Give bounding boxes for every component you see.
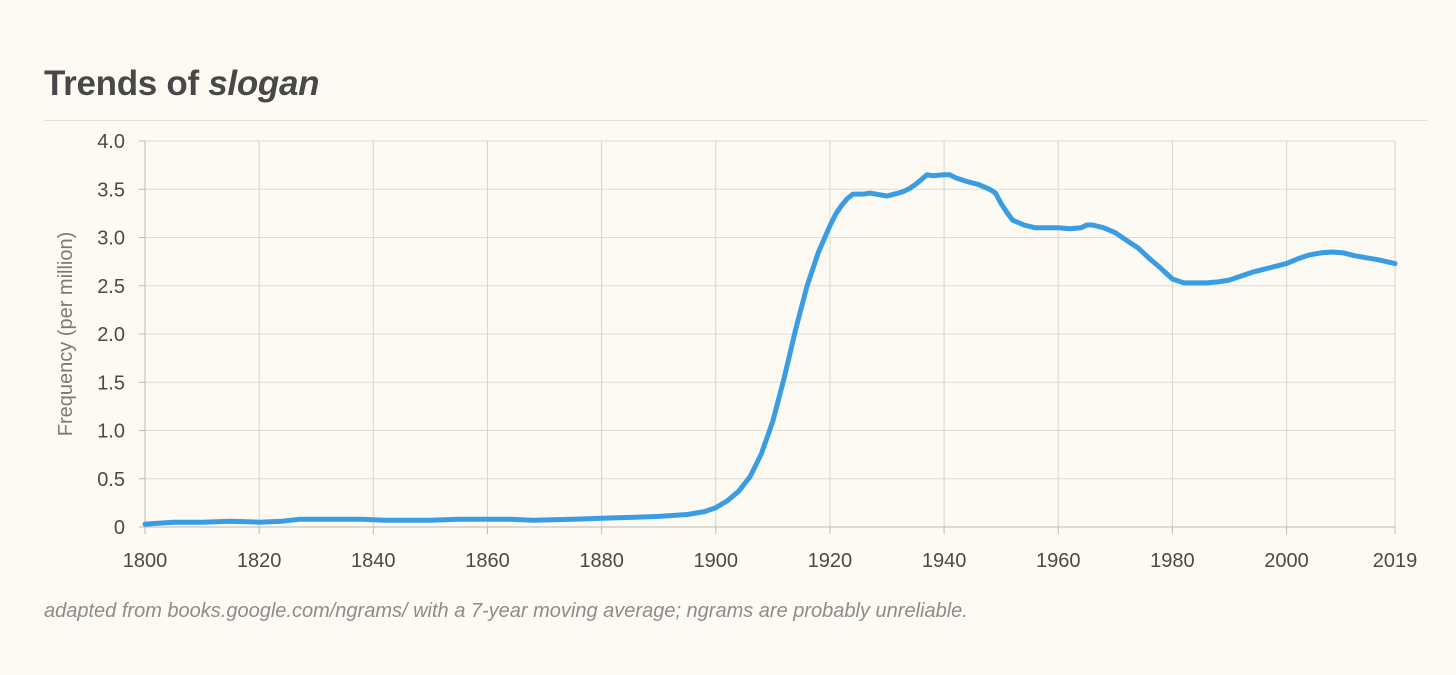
series-line-slogan <box>142 172 1398 527</box>
y-tick-label: 0.5 <box>97 469 125 491</box>
title-divider <box>44 120 1427 121</box>
y-tick-label: 3.5 <box>97 179 125 201</box>
y-tick-label: 1.0 <box>97 421 125 443</box>
x-tick-label: 1840 <box>351 550 396 572</box>
x-tick-label: 1960 <box>1036 550 1081 572</box>
chart-footnote: adapted from books.google.com/ngrams/ wi… <box>44 600 968 622</box>
x-tick-label: 2000 <box>1264 550 1309 572</box>
x-tick-label: 1880 <box>579 550 624 572</box>
x-tick-label: 1820 <box>237 550 282 572</box>
x-tick-label: 1920 <box>808 550 853 572</box>
y-tick-label: 0 <box>114 517 125 539</box>
x-tick-label: 1800 <box>123 550 168 572</box>
y-axis-label: Frequency (per million) <box>55 232 77 437</box>
x-tick-label: 1980 <box>1150 550 1195 572</box>
x-tick-label: 1940 <box>922 550 967 572</box>
chart-title-term: slogan <box>208 64 320 103</box>
x-tick-label: 1900 <box>694 550 739 572</box>
x-tick-label: 2019 <box>1373 550 1418 572</box>
y-tick-label: 2.5 <box>97 276 125 298</box>
y-tick-label: 2.0 <box>97 324 125 346</box>
chart-title: Trends of slogan <box>44 64 320 104</box>
chart-title-prefix: Trends of <box>44 64 209 103</box>
x-tick-label: 1860 <box>465 550 510 572</box>
y-tick-label: 4.0 <box>97 131 125 153</box>
y-tick-label: 1.5 <box>97 372 125 394</box>
y-tick-label: 3.0 <box>97 228 125 250</box>
